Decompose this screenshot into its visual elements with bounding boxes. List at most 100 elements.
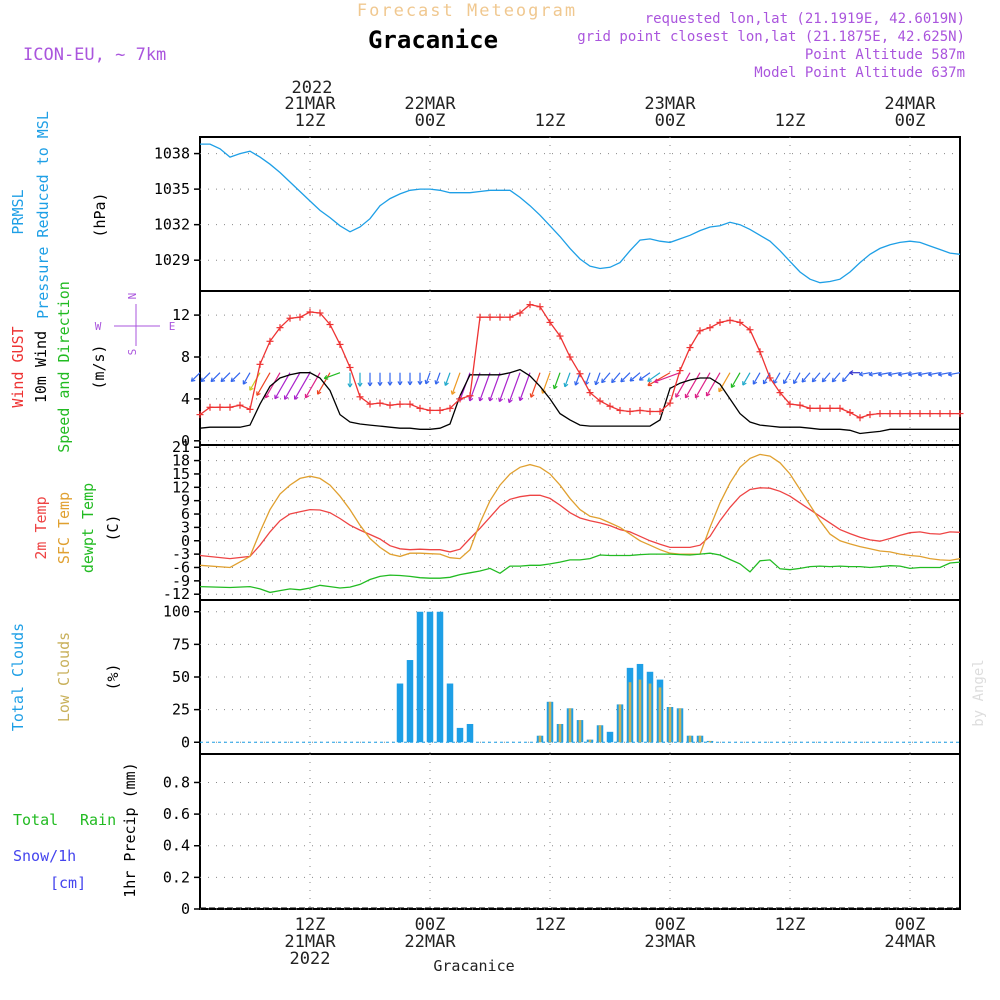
bottom-time-label: 21MAR	[284, 932, 336, 952]
y-tick-label: 0	[181, 432, 190, 450]
wind-arrow	[718, 372, 731, 393]
pressure-label-msl: Pressure Reduced to MSL	[34, 111, 52, 319]
wind-arrow-head	[409, 381, 413, 386]
wind-arrow	[242, 372, 251, 385]
top-year-label: 2022	[292, 78, 333, 98]
wind-arrow	[210, 372, 221, 383]
y-tick-label: 12	[172, 306, 190, 324]
wind-arrow	[553, 372, 561, 389]
y-tick-label: 0	[181, 733, 190, 751]
wind-arrow-head	[918, 374, 923, 377]
y-tick-label: 0.2	[163, 868, 190, 886]
wind-arrow-head	[706, 393, 711, 397]
wind-arrow-head	[888, 374, 893, 377]
wind-arrow-head	[489, 397, 494, 402]
wind-arrow-head	[399, 381, 403, 386]
y-tick-label: 1032	[154, 216, 190, 234]
wind-arrow	[918, 372, 931, 376]
total-clouds-bar	[606, 731, 614, 743]
wind-arrow-head	[191, 379, 196, 382]
wind-arrow	[611, 372, 621, 383]
wind-arrow	[284, 372, 301, 400]
grid-point-coordinates: grid point closest lon,lat (21.1875E, 42…	[577, 29, 965, 45]
y-tick-label: 0.4	[163, 837, 190, 855]
low-clouds-bar	[598, 725, 602, 743]
top-time-label: 00Z	[895, 111, 926, 131]
wind-arrow	[249, 372, 261, 391]
y-tick-label: 9	[181, 492, 190, 510]
y-tick-label: 8	[181, 348, 190, 366]
temp-unit: (C)	[104, 514, 122, 541]
low-clouds-bar	[628, 682, 632, 743]
top-time-label: 00Z	[415, 111, 446, 131]
low-clouds-bar	[688, 735, 692, 743]
low-clouds-bar	[548, 701, 552, 743]
y-tick-label: 1038	[154, 145, 190, 163]
wind-arrow-head	[294, 396, 299, 400]
wind-arrow	[868, 372, 881, 376]
wind-arrow	[508, 372, 521, 403]
pressure-label-prmsl: PRMSL	[9, 189, 27, 234]
wind-arrow-head	[575, 382, 579, 386]
wind-arrow-head	[243, 381, 248, 385]
wind-arrow-head	[685, 395, 690, 399]
wind-arrow	[274, 372, 291, 400]
wind-arrow	[898, 372, 911, 376]
panel-frame	[199, 290, 961, 446]
wind-arrow-head	[793, 381, 798, 385]
wind-arrow-head	[419, 380, 423, 385]
y-tick-label: 21	[172, 438, 190, 456]
wind-arrow-head	[928, 374, 933, 377]
y-tick-label: -6	[172, 558, 190, 576]
wind-arrow	[752, 372, 761, 385]
chart-marks	[190, 143, 964, 909]
low-clouds-bar	[588, 739, 592, 743]
wind-arrow	[938, 372, 951, 376]
y-tick-label: -12	[163, 585, 190, 603]
y-tick-label: 0	[181, 900, 190, 918]
wind-direction-label: Speed and Direction	[55, 281, 73, 453]
wind-arrow	[793, 372, 801, 384]
wind-arrow	[220, 372, 231, 383]
top-time-label: 24MAR	[884, 94, 936, 114]
legend-snow: Snow/1h	[13, 847, 76, 865]
wind-arrow-head	[832, 379, 837, 383]
wind-arrow	[601, 372, 611, 383]
wind-arrow	[564, 372, 571, 388]
wind-arrow	[908, 372, 921, 376]
y-tick-label: 3	[181, 518, 190, 536]
wind-arrow	[256, 372, 271, 396]
low-clouds-label: Low Clouds	[55, 632, 73, 722]
top-time-label: 12Z	[535, 111, 566, 131]
y-tick-label: 4	[181, 390, 190, 408]
top-time-label: 23MAR	[644, 94, 696, 114]
point-altitude: Point Altitude 587m	[805, 47, 965, 63]
total-clouds-bar	[456, 727, 464, 743]
wind-arrow-head	[783, 381, 788, 385]
wind-arrow	[647, 372, 661, 382]
y-tick-label: 6	[181, 505, 190, 523]
panel-frame	[199, 444, 961, 601]
wind-arrow-head	[369, 382, 373, 387]
wind-arrow	[811, 372, 821, 383]
wind-arrow	[435, 372, 441, 385]
wind-arrow	[888, 372, 901, 376]
y-tick-label: 75	[172, 635, 190, 653]
footer-location: Gracanice	[433, 957, 514, 975]
bottom-time-label: 00Z	[895, 915, 926, 935]
model-label: ICON-EU, ~ 7km	[23, 45, 166, 65]
wind-arrow-head	[499, 398, 503, 403]
wind-arrow-head	[249, 387, 254, 391]
y-tick-label: 0.6	[163, 805, 190, 823]
low-clouds-bar	[568, 708, 572, 743]
wind-arrow	[294, 372, 311, 400]
temp-sfc-label: SFC Temp	[55, 492, 73, 564]
total-clouds-bar	[436, 611, 444, 743]
wind-arrow-head	[324, 377, 329, 380]
low-clouds-bar	[658, 687, 662, 743]
product-title: Forecast Meteogram	[357, 1, 577, 21]
wind-arrow-head	[256, 392, 261, 396]
low-clouds-bar	[578, 720, 582, 743]
bottom-time-label: 00Z	[415, 915, 446, 935]
